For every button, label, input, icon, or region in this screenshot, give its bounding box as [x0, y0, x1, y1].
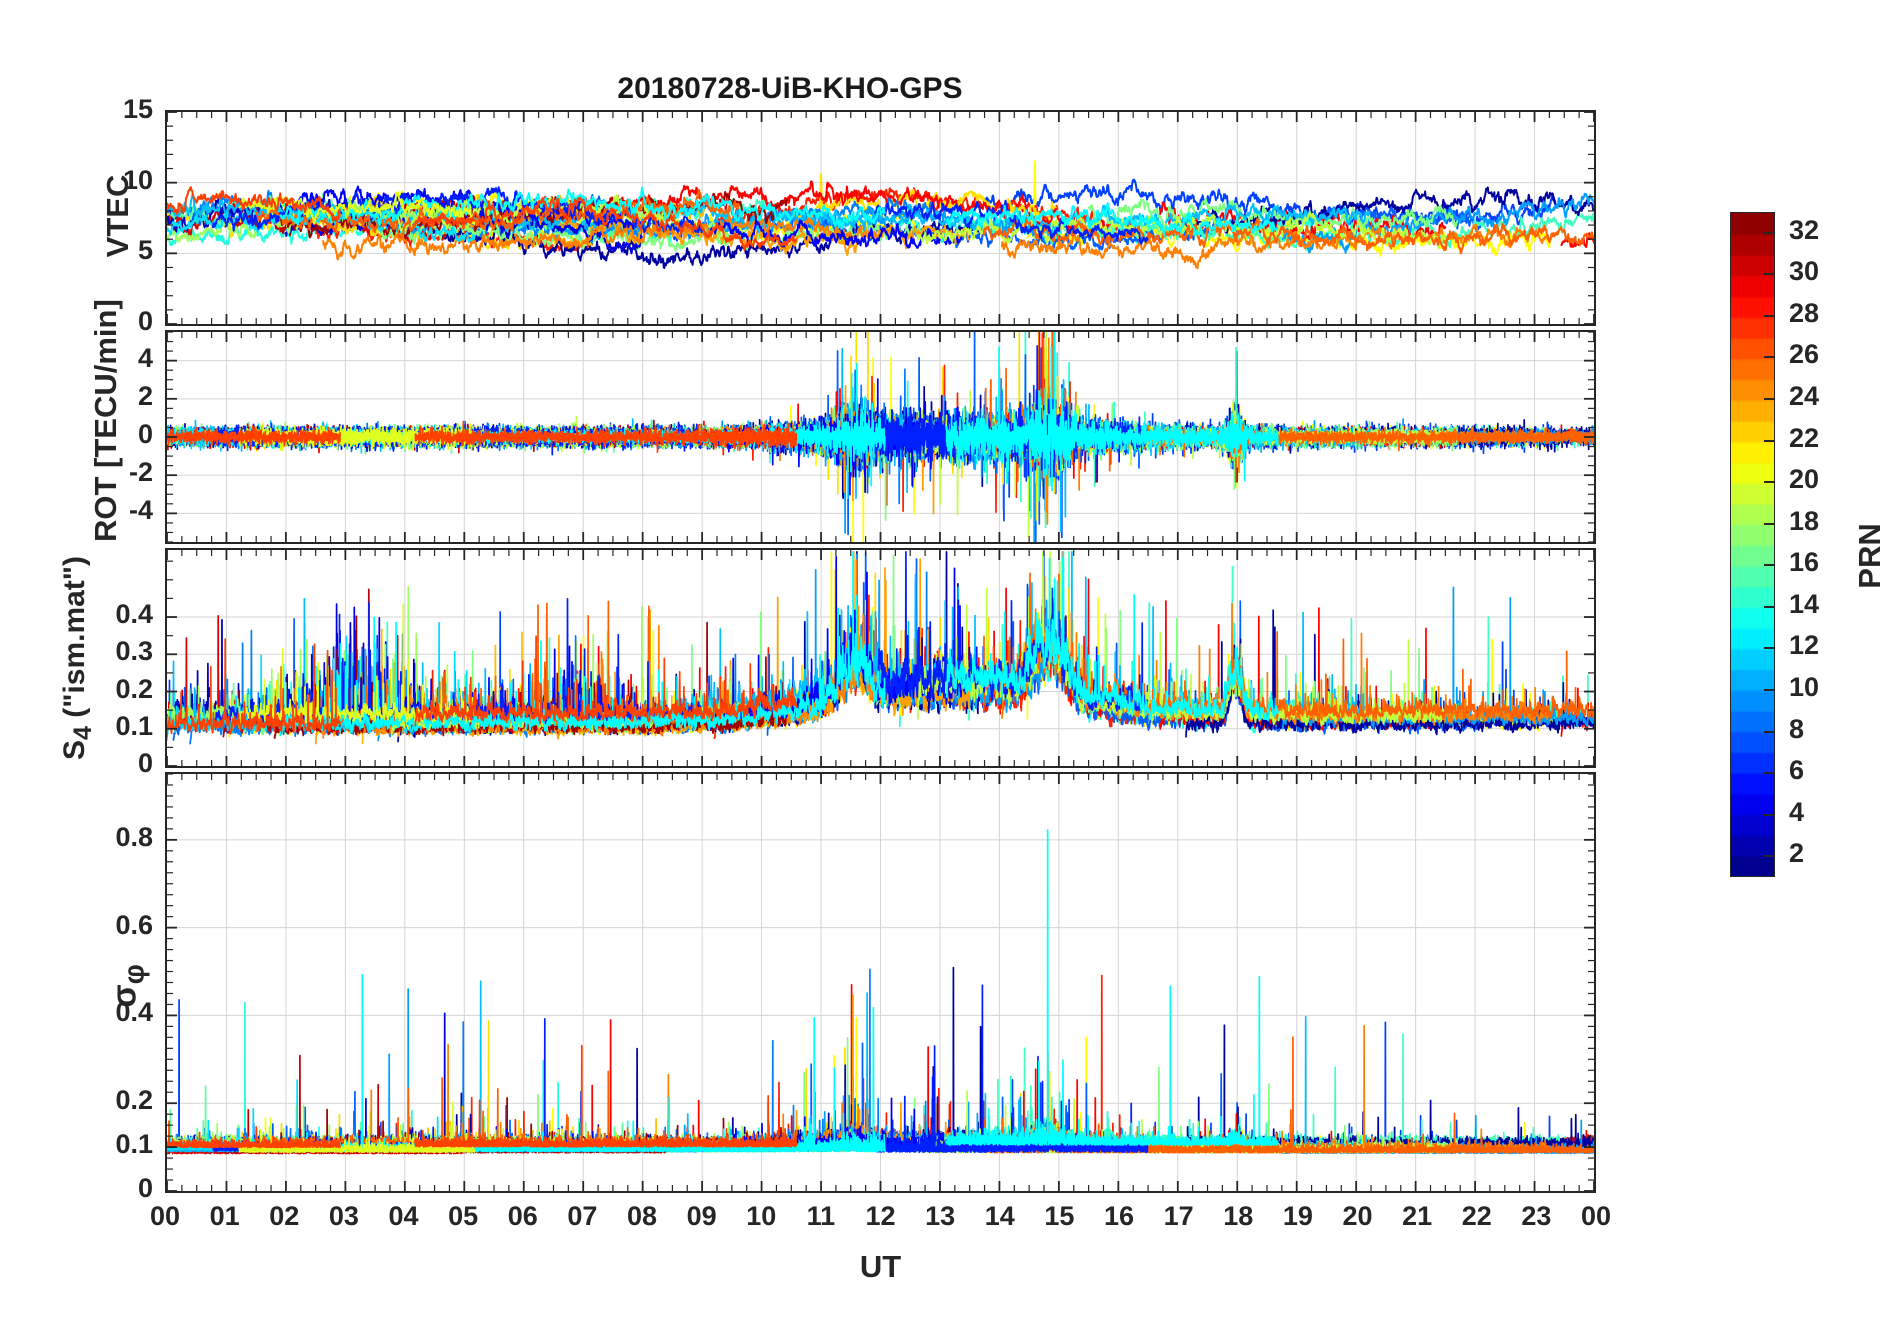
colorbar-tickmark-2	[1764, 855, 1774, 857]
colorbar	[1730, 212, 1775, 877]
series-prn-13	[947, 830, 1278, 1145]
colorbar-tick-12: 12	[1789, 630, 1819, 661]
panel-sigmaphi	[165, 772, 1596, 1193]
colorbar-tick-16: 16	[1789, 547, 1819, 578]
x-axis-label: UT	[781, 1249, 981, 1285]
series-prn-2	[398, 968, 988, 1147]
colorbar-tickmark-6	[1764, 772, 1774, 774]
colorbar-tickmark-22	[1764, 440, 1774, 442]
panel-vtec	[165, 110, 1596, 326]
colorbar-tickmark-18	[1764, 523, 1774, 525]
colorbar-tickmark-30	[1764, 273, 1774, 275]
colorbar-tickmark-28	[1764, 315, 1774, 317]
plot-area-rot	[167, 332, 1594, 542]
colorbar-tickmark-14	[1764, 606, 1774, 608]
plot-area-s4	[167, 550, 1594, 766]
colorbar-tick-28: 28	[1789, 298, 1819, 329]
ylabel-vtec: VTEC	[100, 108, 136, 324]
colorbar-tick-6: 6	[1789, 755, 1804, 786]
colorbar-tickmark-10	[1764, 689, 1774, 691]
panel-rot	[165, 330, 1596, 544]
series-prn-27	[167, 639, 340, 736]
xtick-label-24: 00	[1556, 1201, 1636, 1232]
colorbar-tick-8: 8	[1789, 714, 1804, 745]
colorbar-tick-32: 32	[1789, 215, 1819, 246]
ylabel-s4: S4 ("ism.mat")	[58, 548, 98, 768]
colorbar-tick-2: 2	[1789, 838, 1804, 869]
colorbar-tick-22: 22	[1789, 423, 1819, 454]
colorbar-tickmark-16	[1764, 564, 1774, 566]
colorbar-tickmark-4	[1764, 814, 1774, 816]
colorbar-tickmark-12	[1764, 647, 1774, 649]
colorbar-tick-14: 14	[1789, 589, 1819, 620]
colorbar-tickmark-20	[1764, 481, 1774, 483]
ylabel-sigmaphi: σφ	[105, 775, 151, 1196]
colorbar-tick-24: 24	[1789, 381, 1819, 412]
colorbar-tickmark-32	[1764, 232, 1774, 234]
panel-s4	[165, 548, 1596, 768]
colorbar-tickmark-8	[1764, 731, 1774, 733]
colorbar-tickmark-24	[1764, 398, 1774, 400]
colorbar-tick-26: 26	[1789, 339, 1819, 370]
ylabel-rot: ROT [TECU/min]	[88, 328, 124, 542]
colorbar-tick-10: 10	[1789, 672, 1819, 703]
plot-area-vtec	[167, 112, 1594, 324]
colorbar-tick-18: 18	[1789, 506, 1819, 537]
plot-area-sigmaphi	[167, 774, 1594, 1191]
page-title: 20180728-UiB-KHO-GPS	[0, 72, 1580, 106]
colorbar-tick-20: 20	[1789, 464, 1819, 495]
colorbar-tick-4: 4	[1789, 797, 1804, 828]
colorbar-tickmark-26	[1764, 356, 1774, 358]
colorbar-label: PRN	[1852, 496, 1888, 616]
colorbar-tick-30: 30	[1789, 256, 1819, 287]
series-prn-14	[167, 1003, 671, 1151]
